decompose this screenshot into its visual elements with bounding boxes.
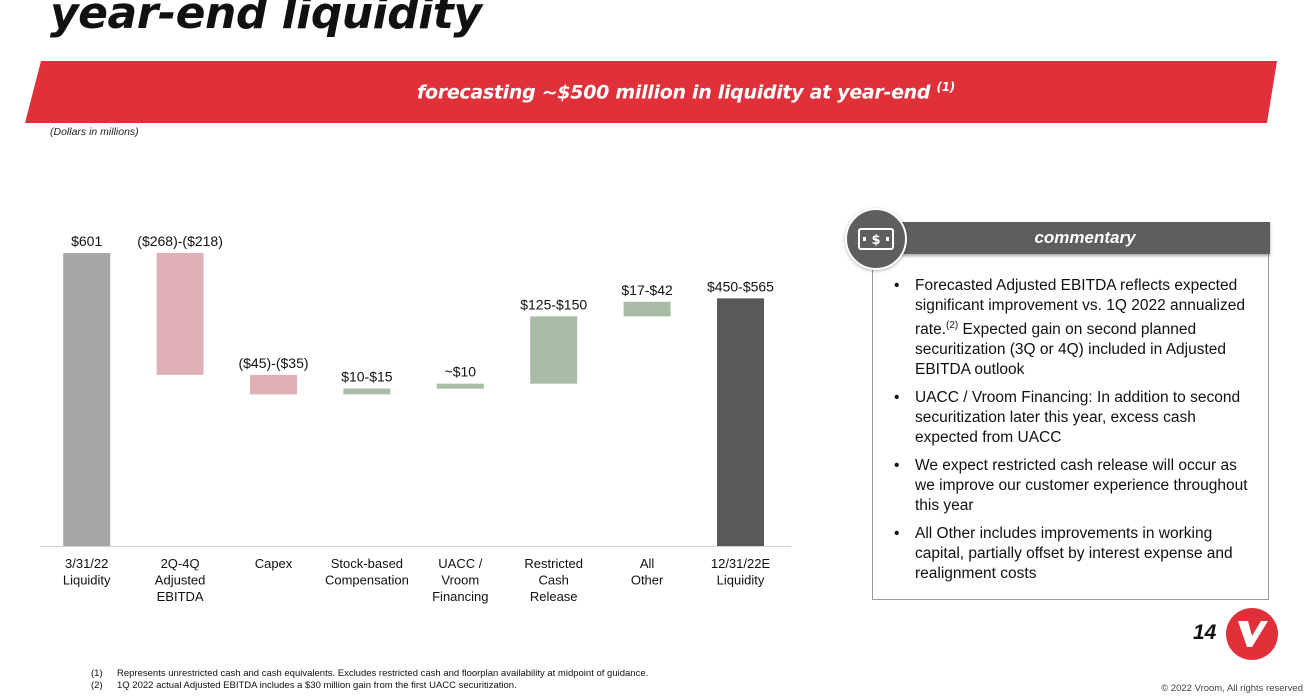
footnotes: (1) Represents unrestricted cash and cash… bbox=[91, 668, 648, 692]
bar-data-label: $10-$15 bbox=[341, 369, 393, 385]
category-label: Stock-based Compensation bbox=[325, 556, 409, 588]
page-number: 14 bbox=[1193, 621, 1217, 644]
category-label-line: Restricted bbox=[524, 556, 583, 571]
category-label-line: Release bbox=[530, 589, 578, 604]
bar-data-label: ($268)-($218) bbox=[137, 233, 223, 249]
footnote-text: 1Q 2022 actual Adjusted EBITDA includes … bbox=[117, 680, 517, 691]
banner-text: forecasting ~$500 million in liquidity a… bbox=[417, 80, 955, 103]
bar-data-label: $601 bbox=[71, 233, 102, 249]
category-label-line: 3/31/22 bbox=[65, 556, 108, 571]
category-label-line: Other bbox=[631, 573, 664, 588]
footnote-1: (1) Represents unrestricted cash and cash… bbox=[91, 668, 648, 680]
category-label-line: Adjusted bbox=[155, 573, 206, 588]
headline-banner: forecasting ~$500 million in liquidity a… bbox=[25, 61, 1277, 123]
category-label-line: Financing bbox=[432, 589, 488, 604]
copyright-notice: © 2022 Vroom, All rights reserved bbox=[1161, 683, 1303, 694]
commentary-bullet: All Other includes improvements in worki… bbox=[893, 524, 1248, 584]
category-label: Capex bbox=[255, 556, 293, 571]
bar-data-label: ($45)-($35) bbox=[238, 355, 308, 371]
footnote-number: (2) bbox=[91, 680, 103, 691]
footnote-text: Represents unrestricted cash and cash eq… bbox=[117, 668, 649, 679]
category-label-line: Compensation bbox=[325, 573, 409, 588]
waterfall-bar bbox=[343, 388, 391, 395]
waterfall-bar bbox=[63, 253, 111, 546]
category-label: UACC / Vroom Financing bbox=[432, 556, 488, 604]
category-label-line: Vroom bbox=[441, 573, 479, 588]
category-label: 2Q-4Q Adjusted EBITDA bbox=[155, 556, 206, 604]
category-label-line: Liquidity bbox=[717, 573, 765, 588]
category-label: 3/31/22 Liquidity bbox=[63, 556, 111, 588]
category-label: 12/31/22E Liquidity bbox=[711, 556, 771, 588]
waterfall-chart: $601 3/31/22 Liquidity ($268)-($218) 2Q-4Q Ad… bbox=[40, 233, 792, 604]
bar-data-label: $125-$150 bbox=[520, 296, 587, 312]
commentary-footnote-ref: (2) bbox=[946, 320, 959, 331]
commentary-bullet: UACC / Vroom Financing: In addition to s… bbox=[893, 388, 1248, 448]
page-title: year-end liquidity bbox=[50, 0, 482, 39]
category-label-line: UACC / bbox=[438, 556, 482, 571]
commentary-heading: commentary bbox=[1034, 228, 1136, 247]
category-label: Restricted Cash Release bbox=[524, 556, 583, 604]
commentary-header: commentary bbox=[880, 222, 1270, 254]
bar-data-label: $450-$565 bbox=[707, 278, 774, 294]
waterfall-bar bbox=[250, 374, 297, 395]
vroom-v-logo-icon bbox=[1226, 608, 1278, 660]
bar-data-label: ~$10 bbox=[445, 364, 477, 380]
category-label-line: Stock-based bbox=[331, 556, 403, 571]
category-label: All Other bbox=[631, 556, 664, 588]
category-label-line: All bbox=[640, 556, 655, 571]
footnote-number: (1) bbox=[91, 668, 103, 679]
cash-icon: $ bbox=[845, 208, 907, 270]
category-label-line: Capex bbox=[255, 556, 293, 571]
banner-footnote-ref: (1) bbox=[936, 80, 955, 95]
category-label-line: Liquidity bbox=[63, 573, 111, 588]
units-note: (Dollars in millions) bbox=[50, 126, 139, 138]
bar-data-label: $17-$42 bbox=[621, 282, 673, 298]
waterfall-bar bbox=[156, 253, 204, 375]
category-label-line: 2Q-4Q bbox=[161, 556, 200, 571]
footnote-2: (2) 1Q 2022 actual Adjusted EBITDA includ… bbox=[91, 680, 648, 692]
commentary-bullet-text: Forecasted Adjusted EBITDA reflects expe… bbox=[915, 277, 1245, 339]
waterfall-bar bbox=[530, 316, 578, 384]
commentary-bullet: We expect restricted cash release will o… bbox=[893, 456, 1248, 516]
commentary-bullet: Forecasted Adjusted EBITDA reflects expe… bbox=[893, 276, 1248, 380]
banner-text-main: forecasting ~$500 million in liquidity a… bbox=[417, 81, 931, 104]
commentary-bullet-text-cont: Expected gain on second planned securiti… bbox=[915, 321, 1227, 379]
waterfall-bar bbox=[717, 298, 764, 546]
commentary-bullets: Forecasted Adjusted EBITDA reflects expe… bbox=[893, 276, 1248, 592]
category-label-line: Cash bbox=[539, 573, 569, 588]
category-label-line: EBITDA bbox=[157, 589, 204, 604]
waterfall-bar bbox=[436, 383, 484, 389]
svg-text:$: $ bbox=[871, 233, 880, 248]
waterfall-bar bbox=[623, 301, 671, 317]
category-label-line: 12/31/22E bbox=[711, 556, 771, 571]
